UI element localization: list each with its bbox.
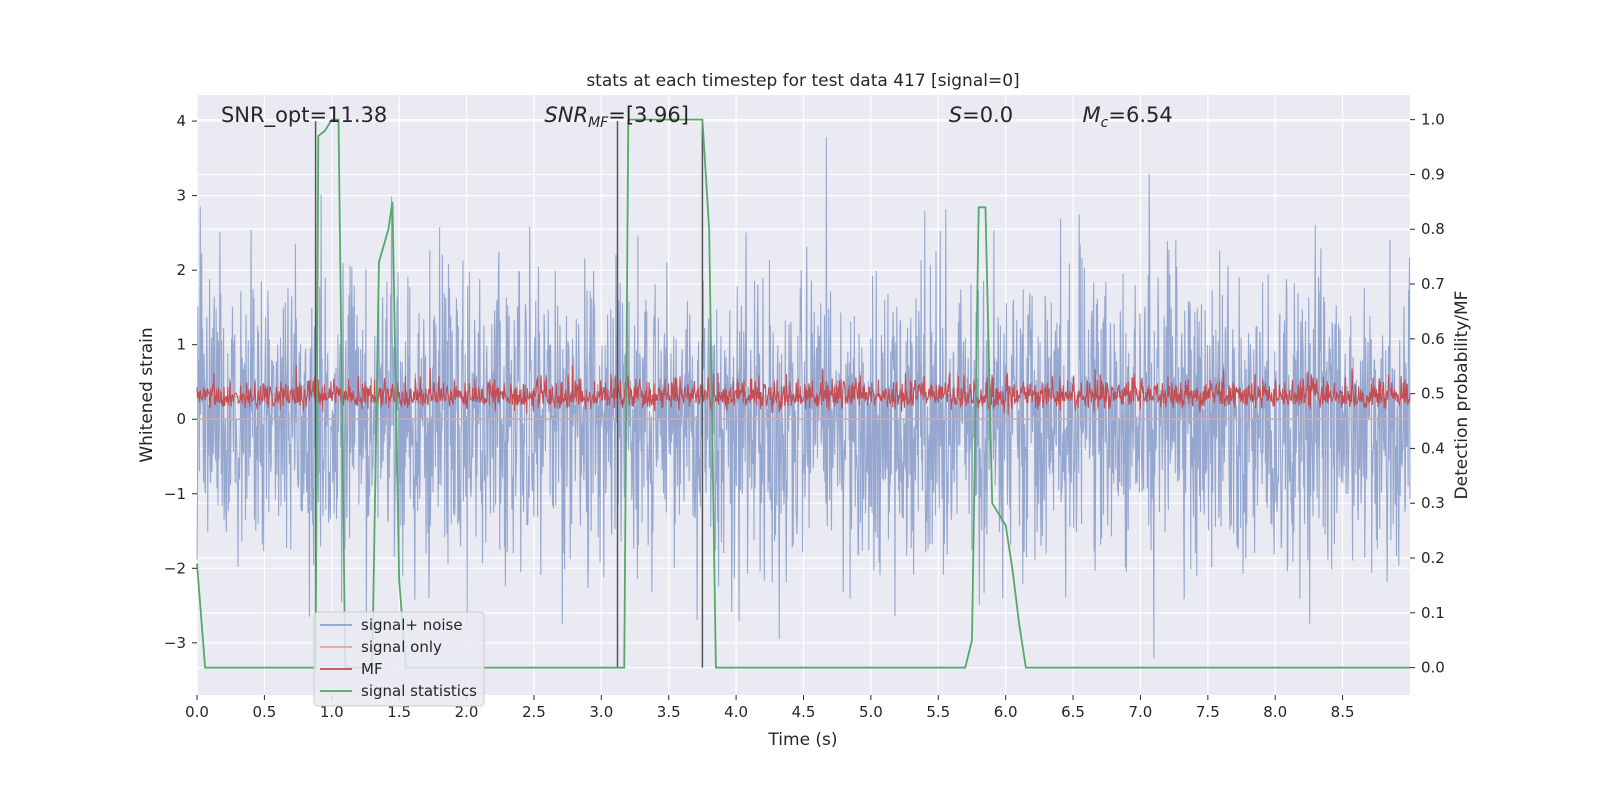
- series-signal-statistics: [196, 118, 1410, 669]
- annotations: SNR_opt=11.38 SNRMF=[3.96] S=0.0 Mc=6.54: [221, 103, 1173, 131]
- y-axis-left-label: Whitened strain: [137, 327, 157, 462]
- x-tick-label: 8.0: [1263, 703, 1287, 721]
- legend-box: [313, 611, 485, 707]
- x-tick-label: 7.5: [1196, 703, 1220, 721]
- x-tick-label: 6.0: [994, 703, 1018, 721]
- y-left-tick-label: −2: [164, 559, 186, 577]
- y-right-tick-label: 0.5: [1421, 385, 1445, 403]
- legend-entry: signal statistics: [361, 682, 477, 700]
- y-right-tick-label: 1.0: [1421, 111, 1445, 129]
- annotation-snr-opt: SNR_opt=11.38: [221, 103, 387, 128]
- x-tick-label: 3.0: [589, 703, 613, 721]
- y-left-tick-label: 1: [176, 336, 186, 354]
- x-tick-label: 1.5: [387, 703, 411, 721]
- series-signal-noise: [196, 136, 1411, 659]
- x-tick-label: 7.0: [1129, 703, 1153, 721]
- y-right-tick-label: 0.6: [1421, 330, 1445, 348]
- line-signal-statistics: [196, 118, 1410, 669]
- y-left-tick-label: −3: [164, 634, 186, 652]
- x-tick-label: 8.5: [1331, 703, 1355, 721]
- x-tick-label: 3.5: [657, 703, 681, 721]
- x-tick-label: 2.0: [455, 703, 479, 721]
- x-axis-ticks: 0.0 0.5 1.0 1.5 2.0 2.5 3.0 3.5 4.0 4.5 5.0 5.5 6.0 6…: [185, 695, 1355, 721]
- y-right-tick-label: 0.3: [1421, 494, 1445, 512]
- y-right-tick-label: 0.7: [1421, 275, 1445, 293]
- y-right-tick-label: 0.4: [1421, 439, 1445, 457]
- y-right-tick-label: 0.9: [1421, 165, 1445, 183]
- y-right-tick-label: 0.0: [1421, 659, 1445, 677]
- y-right-tick-label: 0.2: [1421, 549, 1445, 567]
- chart-title: stats at each timestep for test data 417…: [586, 71, 1019, 91]
- x-tick-label: 0.5: [252, 703, 276, 721]
- x-axis-label: Time (s): [767, 730, 837, 750]
- y-left-tick-label: 4: [176, 112, 186, 130]
- x-tick-label: 5.5: [926, 703, 950, 721]
- y-axis-left-ticks: −3 −2 −1 0 1 2 3 4: [164, 112, 197, 652]
- y-left-tick-label: 0: [176, 410, 186, 428]
- annotation-mc: Mc=6.54: [1083, 103, 1173, 131]
- y-left-tick-label: 2: [176, 261, 186, 279]
- x-tick-label: 1.0: [320, 703, 344, 721]
- y-axis-right-label: Detection probability/MF: [1452, 291, 1472, 500]
- y-right-tick-label: 0.1: [1421, 604, 1445, 622]
- annotation-s: S=0.0: [949, 103, 1013, 127]
- line-mf: [196, 365, 1411, 415]
- x-tick-label: 5.0: [859, 703, 883, 721]
- y-left-tick-label: −1: [164, 485, 186, 503]
- y-right-tick-label: 0.8: [1421, 220, 1445, 238]
- x-tick-label: 6.5: [1061, 703, 1085, 721]
- series-mf: [196, 365, 1411, 415]
- y-axis-right-ticks: 0.0 0.1 0.2 0.3 0.4 0.5 0.6 0.7 0.8 0.9 1.0: [1410, 111, 1445, 677]
- annotation-snr-mf: SNRMF=[3.96]: [544, 103, 689, 131]
- legend-entry: signal only: [361, 638, 442, 656]
- legend: signal+ noise signal only MF signal statist…: [313, 611, 485, 707]
- legend-entry: MF: [361, 660, 383, 678]
- x-tick-label: 4.0: [724, 703, 748, 721]
- x-tick-label: 4.5: [792, 703, 816, 721]
- y-left-tick-label: 3: [176, 187, 186, 205]
- legend-entry: signal+ noise: [361, 616, 463, 634]
- x-tick-label: 2.5: [522, 703, 546, 721]
- x-tick-label: 0.0: [185, 703, 209, 721]
- line-signal-noise: [196, 136, 1411, 659]
